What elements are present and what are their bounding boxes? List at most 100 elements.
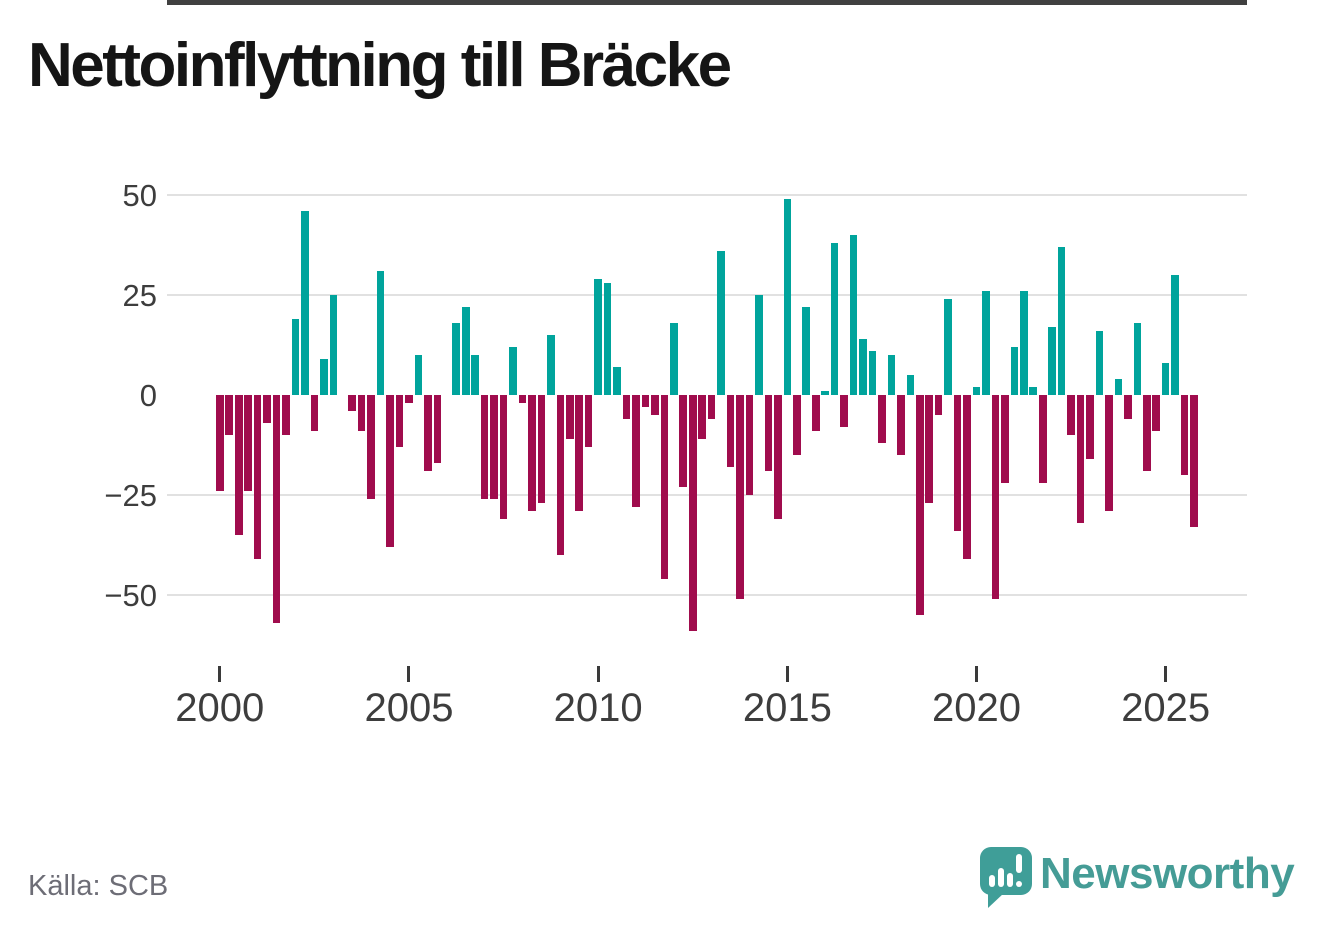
gridline-50: [167, 194, 1247, 196]
bar-2015-Q2: [792, 395, 801, 455]
bar-2012-Q4: [698, 395, 706, 439]
y-tick-label: 0: [139, 378, 157, 413]
bar-2013-Q2: [717, 251, 725, 395]
x-tick-2000: [218, 666, 222, 682]
bar-2023-Q1: [1086, 395, 1094, 459]
bar-2009-Q4: [584, 395, 593, 447]
y-tick-label: 25: [122, 278, 157, 313]
bar-2020-Q2: [982, 291, 990, 395]
x-tick-label-2005: 2005: [364, 686, 454, 730]
bar-2005-Q4: [433, 395, 442, 463]
bar-2015-Q3: [802, 307, 811, 395]
bar-2021-Q2: [1020, 291, 1028, 395]
bar-2012-Q3: [688, 395, 697, 631]
bar-2001-Q2: [263, 395, 271, 423]
bar-2025-Q4: [1190, 395, 1198, 527]
newsworthy-logo: Newsworthy: [980, 847, 1310, 917]
speech-bubble-tail: [988, 893, 1004, 908]
bar-2016-Q2: [830, 243, 839, 395]
x-tick-2025: [1164, 666, 1168, 682]
bar-2020-Q4: [1001, 395, 1009, 483]
bar-2004-Q4: [395, 395, 404, 447]
bar-2018-Q1: [897, 395, 905, 455]
bar-2021-Q1: [1010, 347, 1019, 395]
x-tick-label-2025: 2025: [1121, 686, 1211, 730]
bar-2001-Q3: [272, 395, 281, 623]
bar-2008-Q3: [537, 395, 546, 503]
bar-2022-Q1: [1048, 327, 1056, 395]
bar-2016-Q3: [840, 395, 848, 427]
bar-2024-Q3: [1142, 395, 1151, 471]
bar-2000-Q1: [216, 395, 224, 491]
bar-2019-Q1: [934, 395, 943, 415]
bar-2008-Q2: [528, 395, 536, 511]
bar-2017-Q1: [859, 339, 867, 395]
bar-2014-Q1: [745, 395, 754, 495]
bar-2009-Q3: [575, 395, 584, 511]
bar-2004-Q3: [386, 395, 394, 547]
bar-2019-Q2: [944, 299, 952, 395]
chart-title: Nettoinflyttning till Bräcke: [28, 31, 732, 100]
bar-2002-Q1: [291, 319, 300, 395]
source-note: Källa: SCB: [28, 870, 169, 902]
bar-2022-Q2: [1057, 247, 1066, 395]
bar-2007-Q4: [509, 347, 517, 395]
bar-2000-Q2: [225, 395, 234, 435]
x-tick-label-2015: 2015: [742, 686, 832, 730]
x-tick-2020: [975, 666, 979, 682]
bar-2017-Q2: [868, 351, 877, 395]
bar-2015-Q4: [811, 395, 820, 431]
bar-2003-Q4: [357, 395, 366, 431]
x-tick-label-2020: 2020: [932, 686, 1021, 730]
exclamation-icon: [1016, 854, 1022, 873]
bar-2003-Q1: [329, 295, 338, 395]
bar-2023-Q3: [1105, 395, 1113, 511]
bar-2021-Q4: [1038, 395, 1047, 483]
bar-2022-Q4: [1076, 395, 1085, 523]
gridline--50: [167, 594, 1247, 596]
bar-2012-Q2: [679, 395, 688, 487]
bar-2009-Q2: [565, 395, 574, 439]
bar-2004-Q2: [376, 271, 385, 395]
bar-2025-Q1: [1161, 363, 1170, 395]
bar-2006-Q4: [471, 355, 479, 395]
logo-bar-icon: [989, 875, 995, 887]
bar-2016-Q4: [849, 235, 858, 395]
bar-2019-Q3: [953, 395, 962, 531]
y-tick-label: −25: [104, 478, 157, 513]
bar-2010-Q1: [594, 279, 602, 395]
bar-2023-Q4: [1114, 379, 1123, 395]
exclamation-dot-icon: [1016, 881, 1022, 887]
bar-2022-Q3: [1067, 395, 1075, 435]
bar-2008-Q4: [547, 335, 555, 395]
x-tick-2005: [407, 666, 411, 682]
x-tick-label-2010: 2010: [553, 686, 643, 730]
bar-2003-Q3: [348, 395, 357, 411]
bar-2008-Q1: [518, 395, 527, 403]
bar-2025-Q3: [1180, 395, 1189, 475]
bar-2001-Q4: [282, 395, 290, 435]
bar-2002-Q2: [301, 211, 309, 395]
zero-axis-line: [167, 0, 1247, 5]
bar-2005-Q2: [414, 355, 423, 395]
bar-2000-Q4: [244, 395, 252, 491]
bar-2000-Q3: [234, 395, 243, 535]
bar-2024-Q1: [1124, 395, 1132, 419]
bar-2020-Q3: [991, 395, 1000, 599]
bar-2007-Q2: [490, 395, 498, 499]
bar-2011-Q1: [632, 395, 640, 507]
logo-bar-icon: [998, 868, 1004, 887]
bar-2018-Q2: [906, 375, 915, 395]
bar-2010-Q4: [622, 395, 631, 419]
bar-2014-Q4: [774, 395, 782, 519]
bar-2020-Q1: [972, 387, 981, 395]
bar-2005-Q3: [424, 395, 432, 471]
x-tick-2015: [785, 666, 789, 682]
bar-2006-Q2: [452, 323, 461, 395]
bar-2011-Q4: [660, 395, 669, 579]
bar-2011-Q3: [651, 395, 659, 415]
bar-2007-Q1: [480, 395, 489, 499]
bar-2011-Q2: [641, 395, 650, 407]
